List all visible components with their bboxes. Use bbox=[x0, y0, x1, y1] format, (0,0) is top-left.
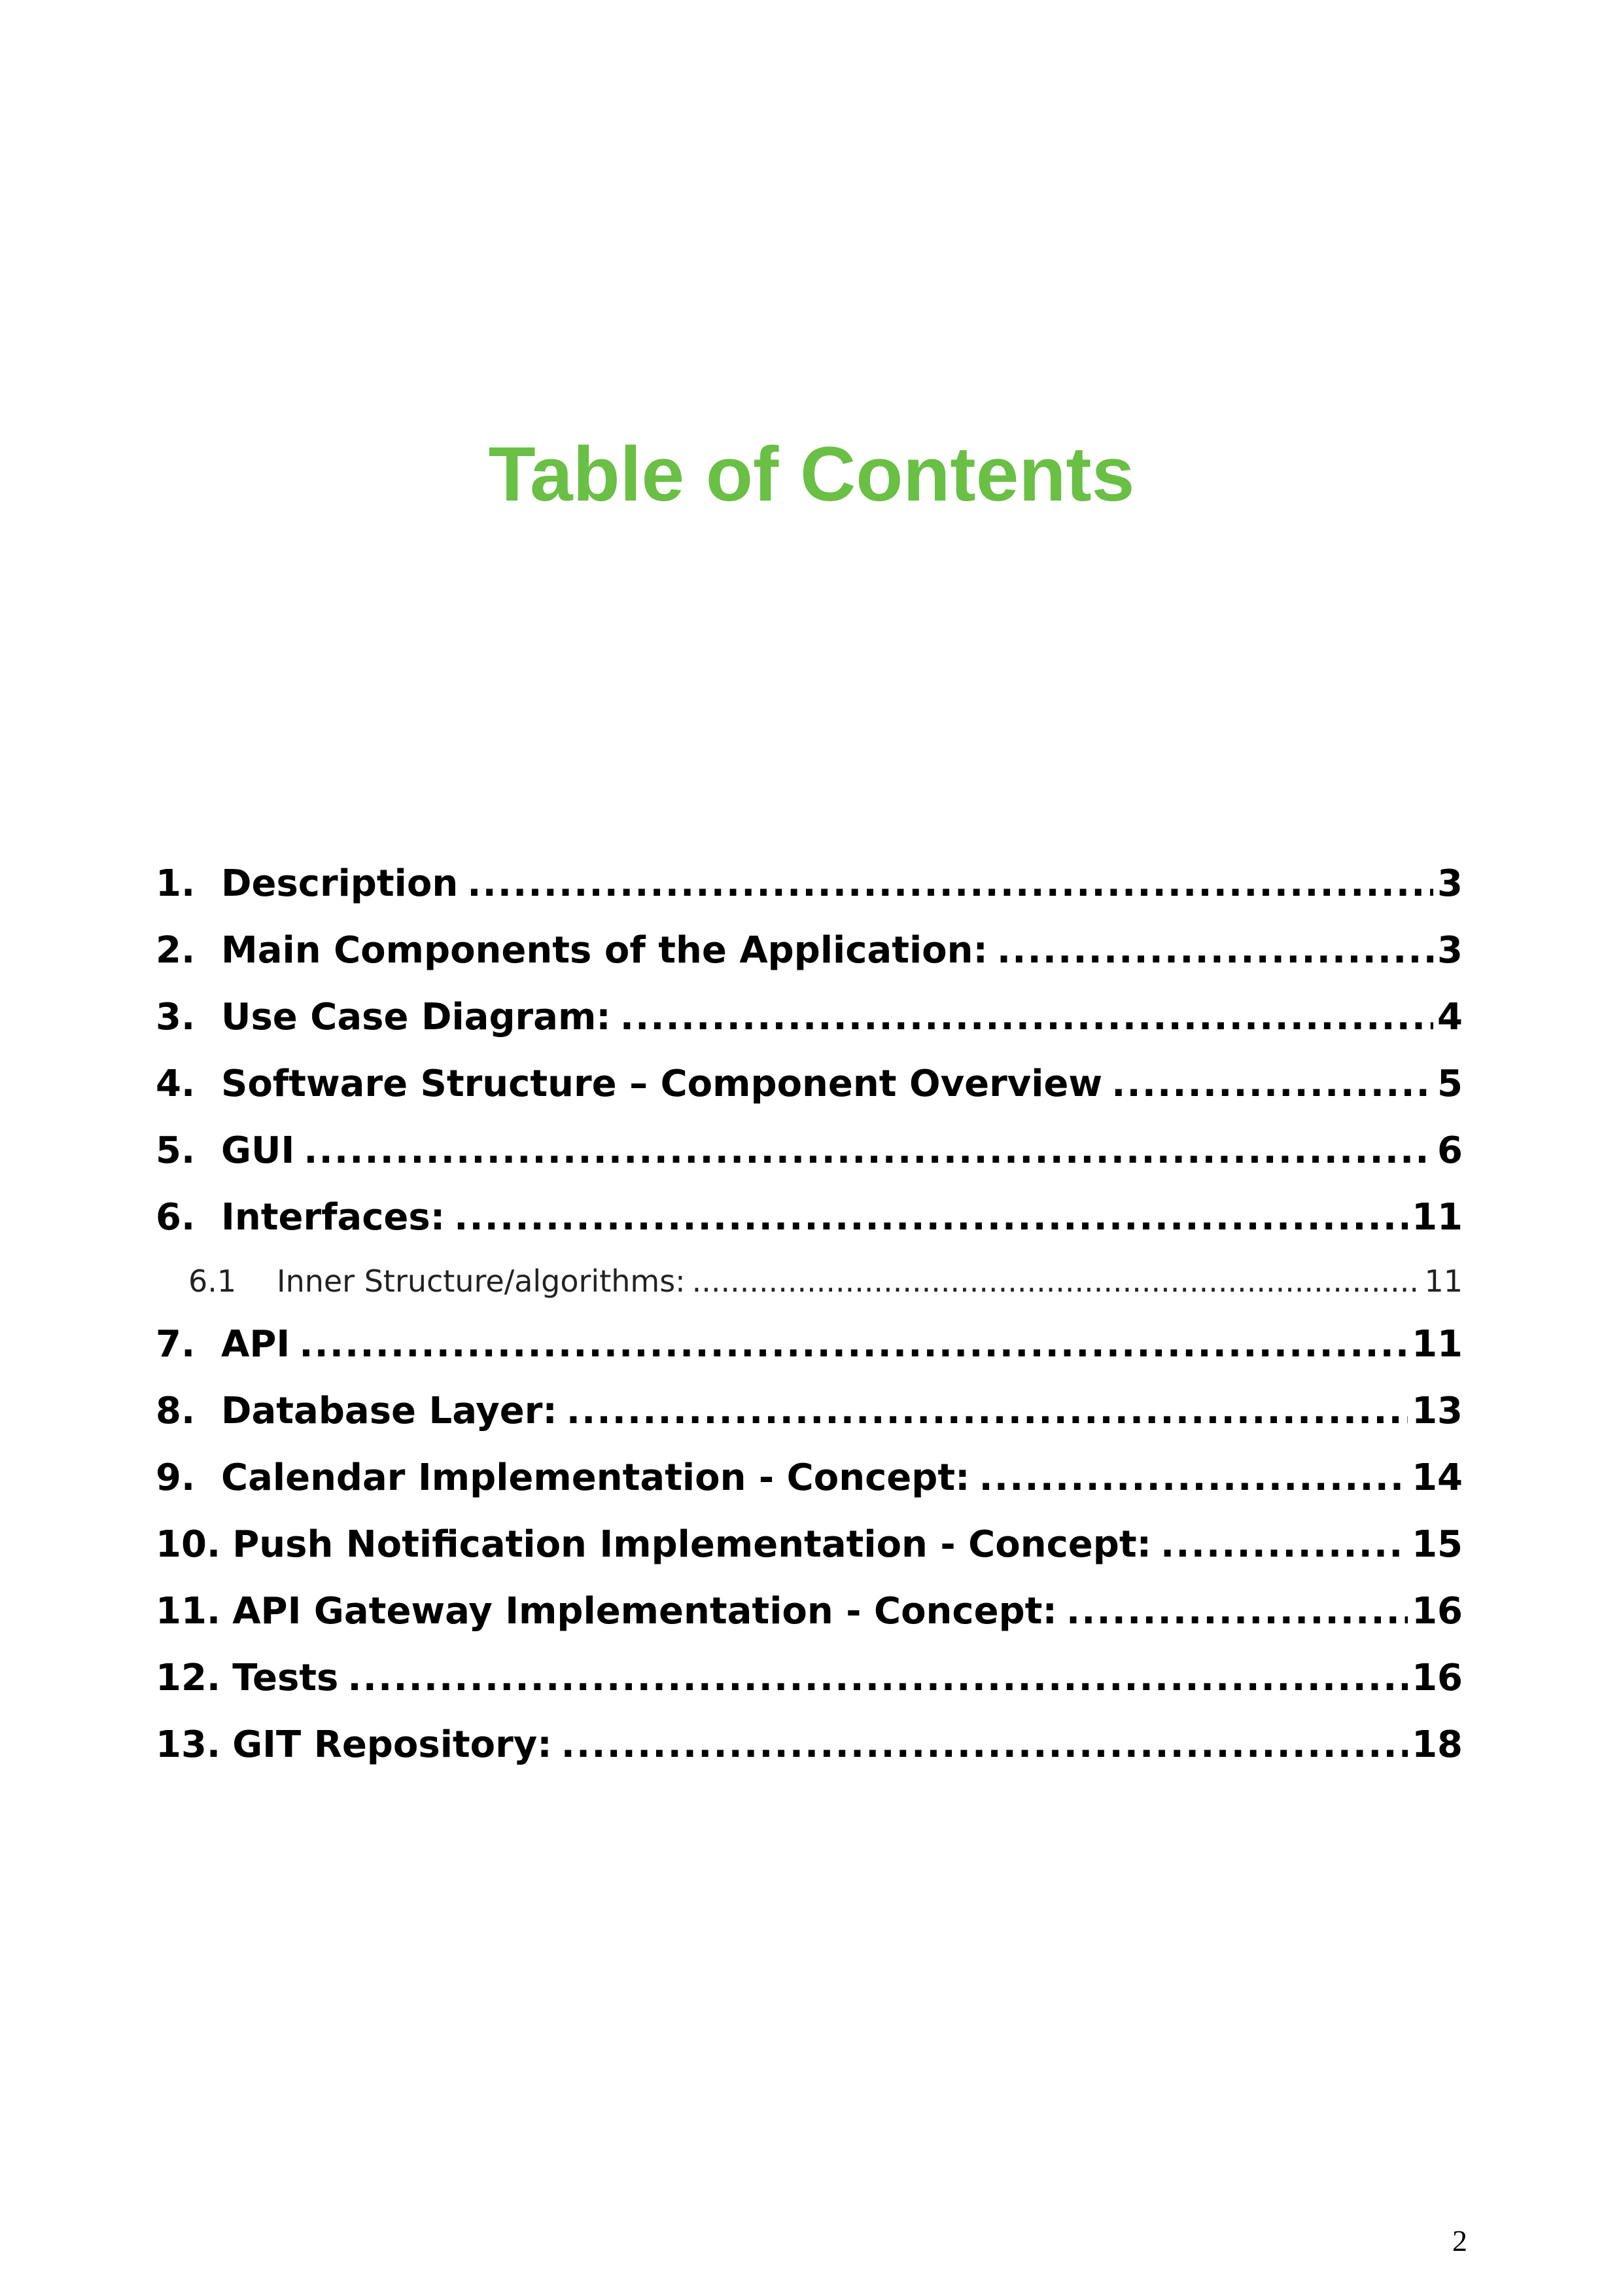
toc-entry-page: 3 bbox=[1437, 929, 1463, 972]
toc-entry-page: 15 bbox=[1412, 1523, 1463, 1566]
toc-entry-number: 6.1 bbox=[188, 1263, 237, 1299]
toc-entry-number: 10. bbox=[156, 1523, 221, 1566]
toc-entry-number: 5. bbox=[156, 1129, 196, 1172]
toc-entry-database-layer[interactable]: 8. Database Layer: 13 bbox=[156, 1378, 1463, 1445]
toc-entry-label: GUI bbox=[221, 1129, 295, 1172]
toc-entry-number: 4. bbox=[156, 1063, 196, 1105]
toc-entry-interfaces[interactable]: 6. Interfaces: 11 bbox=[156, 1184, 1463, 1251]
toc-entry-number: 3. bbox=[156, 996, 196, 1038]
page-number: 2 bbox=[1452, 2224, 1467, 2257]
toc-entry-software-structure[interactable]: 4. Software Structure – Component Overvi… bbox=[156, 1051, 1463, 1118]
toc-entry-page: 14 bbox=[1412, 1457, 1463, 1499]
dot-leader bbox=[299, 1311, 1408, 1378]
toc-entry-label: API bbox=[221, 1323, 290, 1366]
dot-leader bbox=[467, 851, 1433, 917]
page-title: Table of Contents bbox=[488, 431, 1135, 518]
toc-entry-number: 13. bbox=[156, 1723, 221, 1766]
toc-entry-number: 6. bbox=[156, 1196, 196, 1239]
toc-entry-number: 7. bbox=[156, 1323, 196, 1366]
toc-entry-number: 8. bbox=[156, 1390, 196, 1432]
toc-entry-description[interactable]: 1. Description 3 bbox=[156, 851, 1463, 917]
toc-entry-page: 5 bbox=[1437, 1063, 1463, 1105]
toc-entry-number: 11. bbox=[156, 1590, 221, 1633]
toc-entry-label: API Gateway Implementation - Concept: bbox=[232, 1590, 1057, 1633]
toc-entry-label: Push Notification Implementation - Conce… bbox=[232, 1523, 1152, 1566]
toc-entry-push-notification[interactable]: 10. Push Notification Implementation - C… bbox=[156, 1511, 1463, 1578]
toc-entry-page: 11 bbox=[1424, 1263, 1463, 1299]
dot-leader bbox=[1111, 1051, 1433, 1118]
dot-leader bbox=[304, 1118, 1433, 1184]
dot-leader bbox=[1161, 1511, 1408, 1578]
toc-entry-label: Tests bbox=[232, 1657, 339, 1699]
toc-entry-page: 16 bbox=[1412, 1590, 1463, 1633]
table-of-contents: 1. Description 3 2. Main Components of t… bbox=[156, 851, 1463, 1778]
toc-entry-page: 3 bbox=[1437, 862, 1463, 905]
toc-entry-number: 9. bbox=[156, 1457, 196, 1499]
dot-leader bbox=[997, 917, 1433, 984]
toc-entry-page: 11 bbox=[1412, 1323, 1463, 1366]
toc-entry-number: 2. bbox=[156, 929, 196, 972]
toc-entry-page: 6 bbox=[1437, 1129, 1463, 1172]
toc-entry-number: 1. bbox=[156, 862, 196, 905]
dot-leader bbox=[979, 1445, 1408, 1511]
dot-leader bbox=[620, 984, 1433, 1051]
toc-entry-page: 13 bbox=[1412, 1390, 1463, 1432]
toc-entry-api[interactable]: 7. API 11 bbox=[156, 1311, 1463, 1378]
toc-entry-number: 12. bbox=[156, 1657, 221, 1699]
toc-entry-page: 11 bbox=[1412, 1196, 1463, 1239]
toc-entry-page: 16 bbox=[1412, 1657, 1463, 1699]
toc-entry-label: GIT Repository: bbox=[232, 1723, 552, 1766]
toc-entry-git-repository[interactable]: 13. GIT Repository: 18 bbox=[156, 1712, 1463, 1778]
toc-entry-page: 4 bbox=[1437, 996, 1463, 1038]
toc-entry-gui[interactable]: 5. GUI 6 bbox=[156, 1118, 1463, 1184]
toc-entry-label: Description bbox=[221, 862, 459, 905]
toc-entry-tests[interactable]: 12. Tests 16 bbox=[156, 1645, 1463, 1712]
dot-leader bbox=[1066, 1578, 1408, 1645]
toc-entry-label: Calendar Implementation - Concept: bbox=[221, 1457, 970, 1499]
dot-leader bbox=[454, 1184, 1408, 1251]
toc-entry-label: Database Layer: bbox=[221, 1390, 557, 1432]
toc-entry-calendar-implementation[interactable]: 9. Calendar Implementation - Concept: 14 bbox=[156, 1445, 1463, 1511]
toc-subentry-inner-structure[interactable]: 6.1 Inner Structure/algorithms: 11 bbox=[156, 1251, 1463, 1311]
dot-leader bbox=[347, 1645, 1408, 1712]
toc-entry-label: Software Structure – Component Overview bbox=[221, 1063, 1103, 1105]
dot-leader bbox=[561, 1712, 1408, 1778]
toc-entry-label: Inner Structure/algorithms: bbox=[277, 1263, 686, 1299]
toc-entry-main-components[interactable]: 2. Main Components of the Application: 3 bbox=[156, 917, 1463, 984]
toc-entry-label: Main Components of the Application: bbox=[221, 929, 988, 972]
toc-entry-api-gateway[interactable]: 11. API Gateway Implementation - Concept… bbox=[156, 1578, 1463, 1645]
toc-entry-label: Use Case Diagram: bbox=[221, 996, 611, 1038]
toc-entry-label: Interfaces: bbox=[221, 1196, 445, 1239]
dot-leader bbox=[567, 1378, 1408, 1445]
toc-entry-page: 18 bbox=[1412, 1723, 1463, 1766]
toc-entry-use-case-diagram[interactable]: 3. Use Case Diagram: 4 bbox=[156, 984, 1463, 1051]
dot-leader bbox=[692, 1251, 1421, 1311]
